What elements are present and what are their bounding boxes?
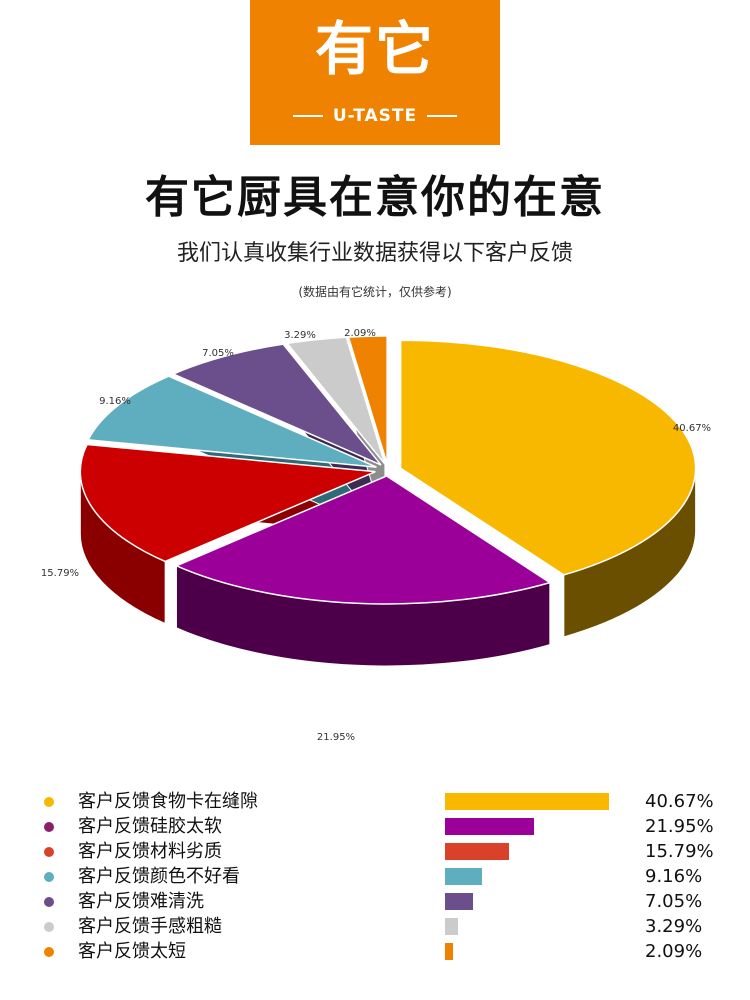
legend-dot [44,822,54,832]
pie-slice [347,335,388,465]
legend-row: 客户反馈太短 2.09% [0,939,750,964]
legend-label: 客户反馈难清洗 [78,891,204,912]
legend-bar [445,793,609,810]
legend-dot [44,872,54,882]
legend-label: 客户反馈颜色不好看 [78,866,240,887]
pie-slice-label: 7.05% [202,348,234,359]
data-source-note: (数据由有它统计，仅供参考) [298,285,452,299]
pie-chart: 40.67% 21.95% 15.79% 9.16% 7.05% 3.29% 2.09% [41,328,711,743]
legend-row: 客户反馈材料劣质 15.79% [0,839,750,864]
legend-label: 客户反馈手感粗糙 [78,916,222,937]
legend-label: 客户反馈食物卡在缝隙 [78,791,258,812]
legend-dot [44,922,54,932]
pie-top-faces [79,335,697,605]
legend-label: 客户反馈硅胶太软 [78,816,222,837]
pie-slice-label: 2.09% [344,328,376,339]
pie-slice [399,339,697,576]
legend-bar [445,893,473,910]
legend-row: 客户反馈难清洗 7.05% [0,889,750,914]
legend-bar [445,918,458,935]
legend-row: 客户反馈颜色不好看 9.16% [0,864,750,889]
logo-right-dash [427,115,458,117]
legend-value: 15.79% [645,841,714,862]
legend-bar [445,943,453,960]
pie-slice [79,443,376,563]
pie-slice-label: 9.16% [99,396,131,407]
logo-left-dash [292,115,323,117]
legend-value: 3.29% [645,916,703,937]
pie-slice [174,475,552,605]
legend-dot [44,947,54,957]
legend-value: 2.09% [645,941,703,962]
pie-slice [87,375,377,468]
pie-slice [171,343,382,466]
logo-english-text: U-TASTE [250,106,500,126]
pie-slice-label: 3.29% [284,330,316,341]
legend-bar [445,818,534,835]
page-subtitle: 我们认真收集行业数据获得以下客户反馈 [176,241,573,266]
legend-dot [44,847,54,857]
legend-label: 客户反馈材料劣质 [78,841,222,862]
legend-label: 客户反馈太短 [78,941,186,962]
legend-value: 21.95% [645,816,714,837]
legend-value: 7.05% [645,891,703,912]
pie-slice [285,336,386,465]
legend-value: 40.67% [645,791,714,812]
logo-chinese-text: 有它 [314,15,435,83]
logo-english-label: U-TASTE [332,106,418,126]
legend-row: 客户反馈硅胶太软 21.95% [0,814,750,839]
pie-value-labels: 40.67% 21.95% 15.79% 9.16% 7.05% 3.29% 2.09% [41,328,711,743]
legend-dot [44,797,54,807]
brand-logo: 有它 U-TASTE [250,0,500,145]
legend-row: 客户反馈手感粗糙 3.29% [0,914,750,939]
pie-slice-label: 15.79% [41,568,79,579]
legend-bar [445,868,482,885]
legend-value: 9.16% [645,866,703,887]
pie-slice-label: 21.95% [317,732,355,743]
page-title: 有它厨具在意你的在意 [145,172,605,223]
pie-slice-label: 40.67% [673,423,711,434]
legend-bar [445,843,509,860]
legend-row: 客户反馈食物卡在缝隙 40.67% [0,789,750,814]
legend-dot [44,897,54,907]
